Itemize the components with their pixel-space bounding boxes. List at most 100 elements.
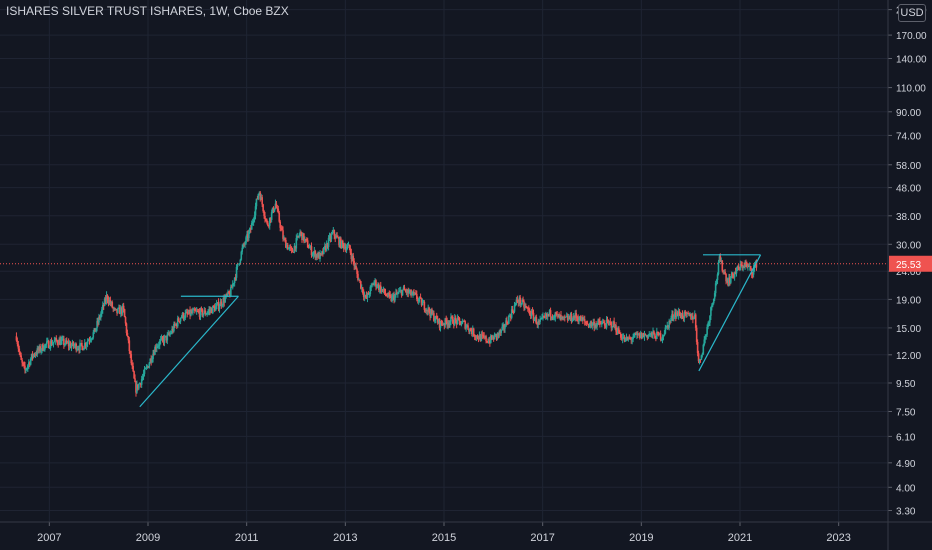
candle-up (30, 353, 33, 360)
candle-up (480, 334, 483, 341)
candle-down (551, 316, 554, 319)
candle-up (240, 251, 243, 260)
candle-down (359, 279, 361, 282)
candle-down (467, 325, 469, 330)
y-tick-label: 110.00 (896, 84, 926, 95)
candle-up (157, 345, 160, 347)
candle-up (351, 255, 354, 260)
candle-up (257, 193, 260, 199)
candle-down (630, 338, 633, 341)
candle-up (717, 261, 720, 275)
candle-up (698, 359, 701, 362)
candle-up (207, 311, 209, 314)
candle-down (131, 363, 133, 366)
candle-down (249, 228, 252, 230)
candle-up (453, 317, 456, 325)
candle-down (182, 313, 185, 319)
candle-up (736, 266, 739, 270)
candle-up (206, 313, 208, 314)
candle-up (181, 313, 184, 318)
candle-down (94, 328, 96, 332)
x-tick-label: 2019 (629, 532, 653, 544)
candle-down (186, 311, 189, 314)
candle-up (110, 302, 113, 304)
candle-up (461, 321, 464, 324)
candle-up (665, 325, 668, 328)
candle-down (153, 353, 155, 355)
candle-down (228, 291, 230, 294)
candle-up (567, 317, 570, 321)
candle-down (679, 314, 682, 318)
candle-up (594, 324, 596, 328)
candle-up (582, 319, 585, 321)
candle-down (28, 362, 31, 365)
candle-up (98, 316, 100, 323)
x-tick-label: 2007 (37, 532, 61, 544)
candle-down (344, 246, 347, 251)
candle-up (508, 315, 510, 324)
candle-up (108, 300, 111, 303)
candle-up (270, 212, 273, 220)
candle-up (680, 313, 683, 318)
candle-up (571, 320, 574, 322)
candle-up (395, 292, 397, 296)
candle-down (290, 247, 293, 250)
candle-down (482, 334, 485, 336)
candle-up (402, 287, 405, 290)
candle-down (423, 301, 426, 310)
candle-up (330, 234, 333, 240)
candle-up (61, 339, 63, 341)
candle-down (495, 333, 498, 338)
candle-up (163, 336, 166, 343)
candle-down (266, 219, 268, 223)
candle-up (500, 329, 503, 333)
candle-up (319, 253, 321, 259)
candle-down (443, 324, 446, 326)
candle-up (677, 311, 680, 316)
candle-up (542, 316, 544, 317)
candle-down (413, 291, 415, 294)
candle-down (562, 316, 564, 318)
candle-up (704, 336, 707, 340)
candle-down (584, 321, 587, 323)
candle-up (449, 321, 451, 325)
candle-down (724, 271, 726, 275)
candle-down (97, 321, 99, 323)
candle-up (484, 336, 486, 338)
candle-up (32, 354, 35, 357)
candle-up (742, 266, 744, 268)
candle-down (72, 341, 75, 347)
candle-down (191, 311, 193, 313)
candle-down (416, 299, 419, 301)
candle-up (387, 293, 390, 297)
chart-title: ISHARES SILVER TRUST ISHARES, 1W, Cboe B… (6, 4, 289, 18)
candle-down (692, 315, 694, 320)
candle-down (604, 325, 607, 328)
candle-down (440, 321, 443, 324)
candle-up (662, 335, 665, 337)
candle-down (651, 332, 653, 336)
candle-up (664, 327, 667, 334)
candle-up (166, 334, 169, 341)
candle-up (465, 326, 467, 329)
candle-down (15, 336, 18, 341)
candle-down (695, 327, 698, 342)
candle-up (471, 328, 474, 335)
candle-down (364, 295, 367, 297)
candle-up (360, 287, 363, 289)
candle-up (605, 319, 608, 328)
candle-up (638, 333, 640, 335)
candle-down (610, 322, 613, 328)
candle-up (304, 238, 306, 242)
candle-up (185, 311, 188, 313)
candle-down (378, 284, 380, 291)
candle-down (197, 311, 200, 313)
currency-badge[interactable]: USD (898, 4, 926, 22)
candle-down (473, 335, 476, 337)
candle-up (370, 285, 373, 287)
x-tick-label: 2023 (826, 532, 850, 544)
candle-down (532, 312, 535, 321)
candle-down (458, 318, 461, 322)
candle-down (431, 309, 433, 314)
